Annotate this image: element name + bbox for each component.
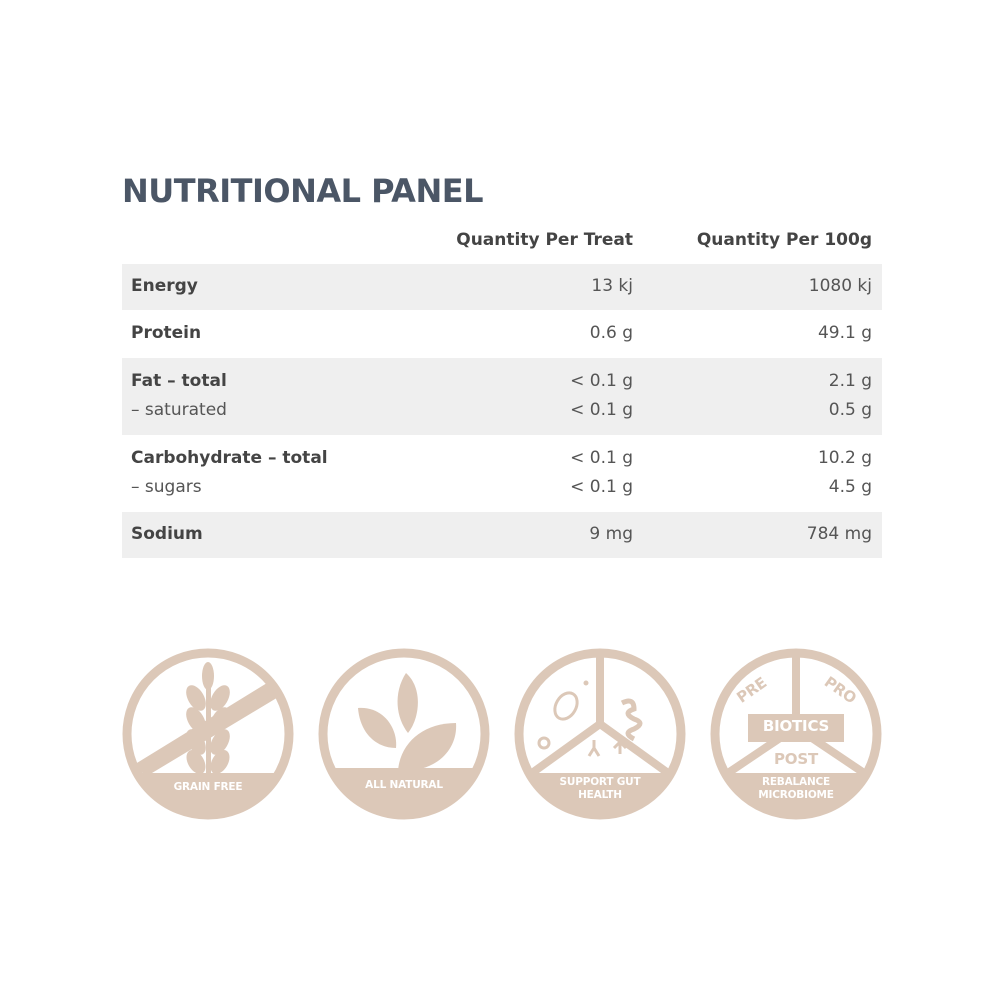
badge-label-line1: REBALANCE — [761, 776, 831, 788]
badge-label: SUPPORT GUT HEALTH — [514, 776, 686, 802]
row-label: Carbohydrate – total — [131, 448, 328, 468]
table-row: Sodium 9 mg 784 mg — [122, 512, 882, 558]
table-row: Energy 13 kj 1080 kj — [122, 264, 882, 310]
row-label: Sodium — [131, 524, 203, 544]
per-100g-value: 1080 kj — [808, 276, 872, 296]
feature-badges: GRAIN FREE ALL NATURAL — [122, 648, 882, 820]
row-label: Fat – total — [131, 371, 227, 391]
badge-biotics: PRE PRO BIOTICS POST REBALANCE MICROBIOME — [710, 648, 882, 820]
nutrition-table: Quantity Per Treat Quantity Per 100g Ene… — [122, 226, 882, 558]
post-label: POST — [774, 750, 818, 768]
column-header-per-100g: Quantity Per 100g — [696, 230, 872, 250]
badge-label: ALL NATURAL — [365, 779, 443, 791]
per-treat-value: < 0.1 g — [570, 448, 633, 468]
row-label: Protein — [131, 323, 202, 343]
badge-gut-health: SUPPORT GUT HEALTH — [514, 648, 686, 820]
per-treat-value: 0.6 g — [589, 323, 633, 343]
badge-all-natural: ALL NATURAL — [318, 648, 490, 820]
column-header-per-treat: Quantity Per Treat — [456, 230, 633, 250]
badge-label-line1: SUPPORT GUT — [559, 776, 641, 788]
per-100g-value: 49.1 g — [817, 323, 872, 343]
per-treat-value: < 0.1 g — [570, 477, 633, 497]
table-row: Fat – total < 0.1 g 2.1 g – saturated < … — [122, 358, 882, 435]
table-row: Protein 0.6 g 49.1 g — [122, 310, 882, 358]
per-treat-value: < 0.1 g — [570, 371, 633, 391]
sub-row-label: – sugars — [131, 477, 202, 497]
per-treat-value: 9 mg — [589, 524, 633, 544]
grain-free-icon — [122, 648, 294, 820]
row-label: Energy — [131, 276, 198, 296]
gut-health-icon — [514, 648, 686, 820]
per-100g-value: 4.5 g — [828, 477, 872, 497]
per-treat-value: < 0.1 g — [570, 400, 633, 420]
per-treat-value: 13 kj — [591, 276, 633, 296]
sub-row-label: – saturated — [131, 400, 227, 420]
badge-grain-free: GRAIN FREE — [122, 648, 294, 820]
badge-label: GRAIN FREE — [173, 781, 243, 793]
per-100g-value: 0.5 g — [828, 400, 872, 420]
badge-label: REBALANCE MICROBIOME — [710, 776, 882, 802]
badge-label-line2: HEALTH — [578, 789, 622, 801]
badge-label-line2: MICROBIOME — [758, 789, 834, 801]
leaf-icon — [318, 648, 490, 820]
page-title: NUTRITIONAL PANEL — [122, 172, 483, 210]
biotics-icon — [710, 648, 882, 820]
per-100g-value: 2.1 g — [828, 371, 872, 391]
biotics-label: BIOTICS — [762, 717, 830, 735]
per-100g-value: 784 mg — [806, 524, 872, 544]
table-header: Quantity Per Treat Quantity Per 100g — [122, 226, 882, 264]
per-100g-value: 10.2 g — [817, 448, 872, 468]
table-row: Carbohydrate – total < 0.1 g 10.2 g – su… — [122, 435, 882, 512]
